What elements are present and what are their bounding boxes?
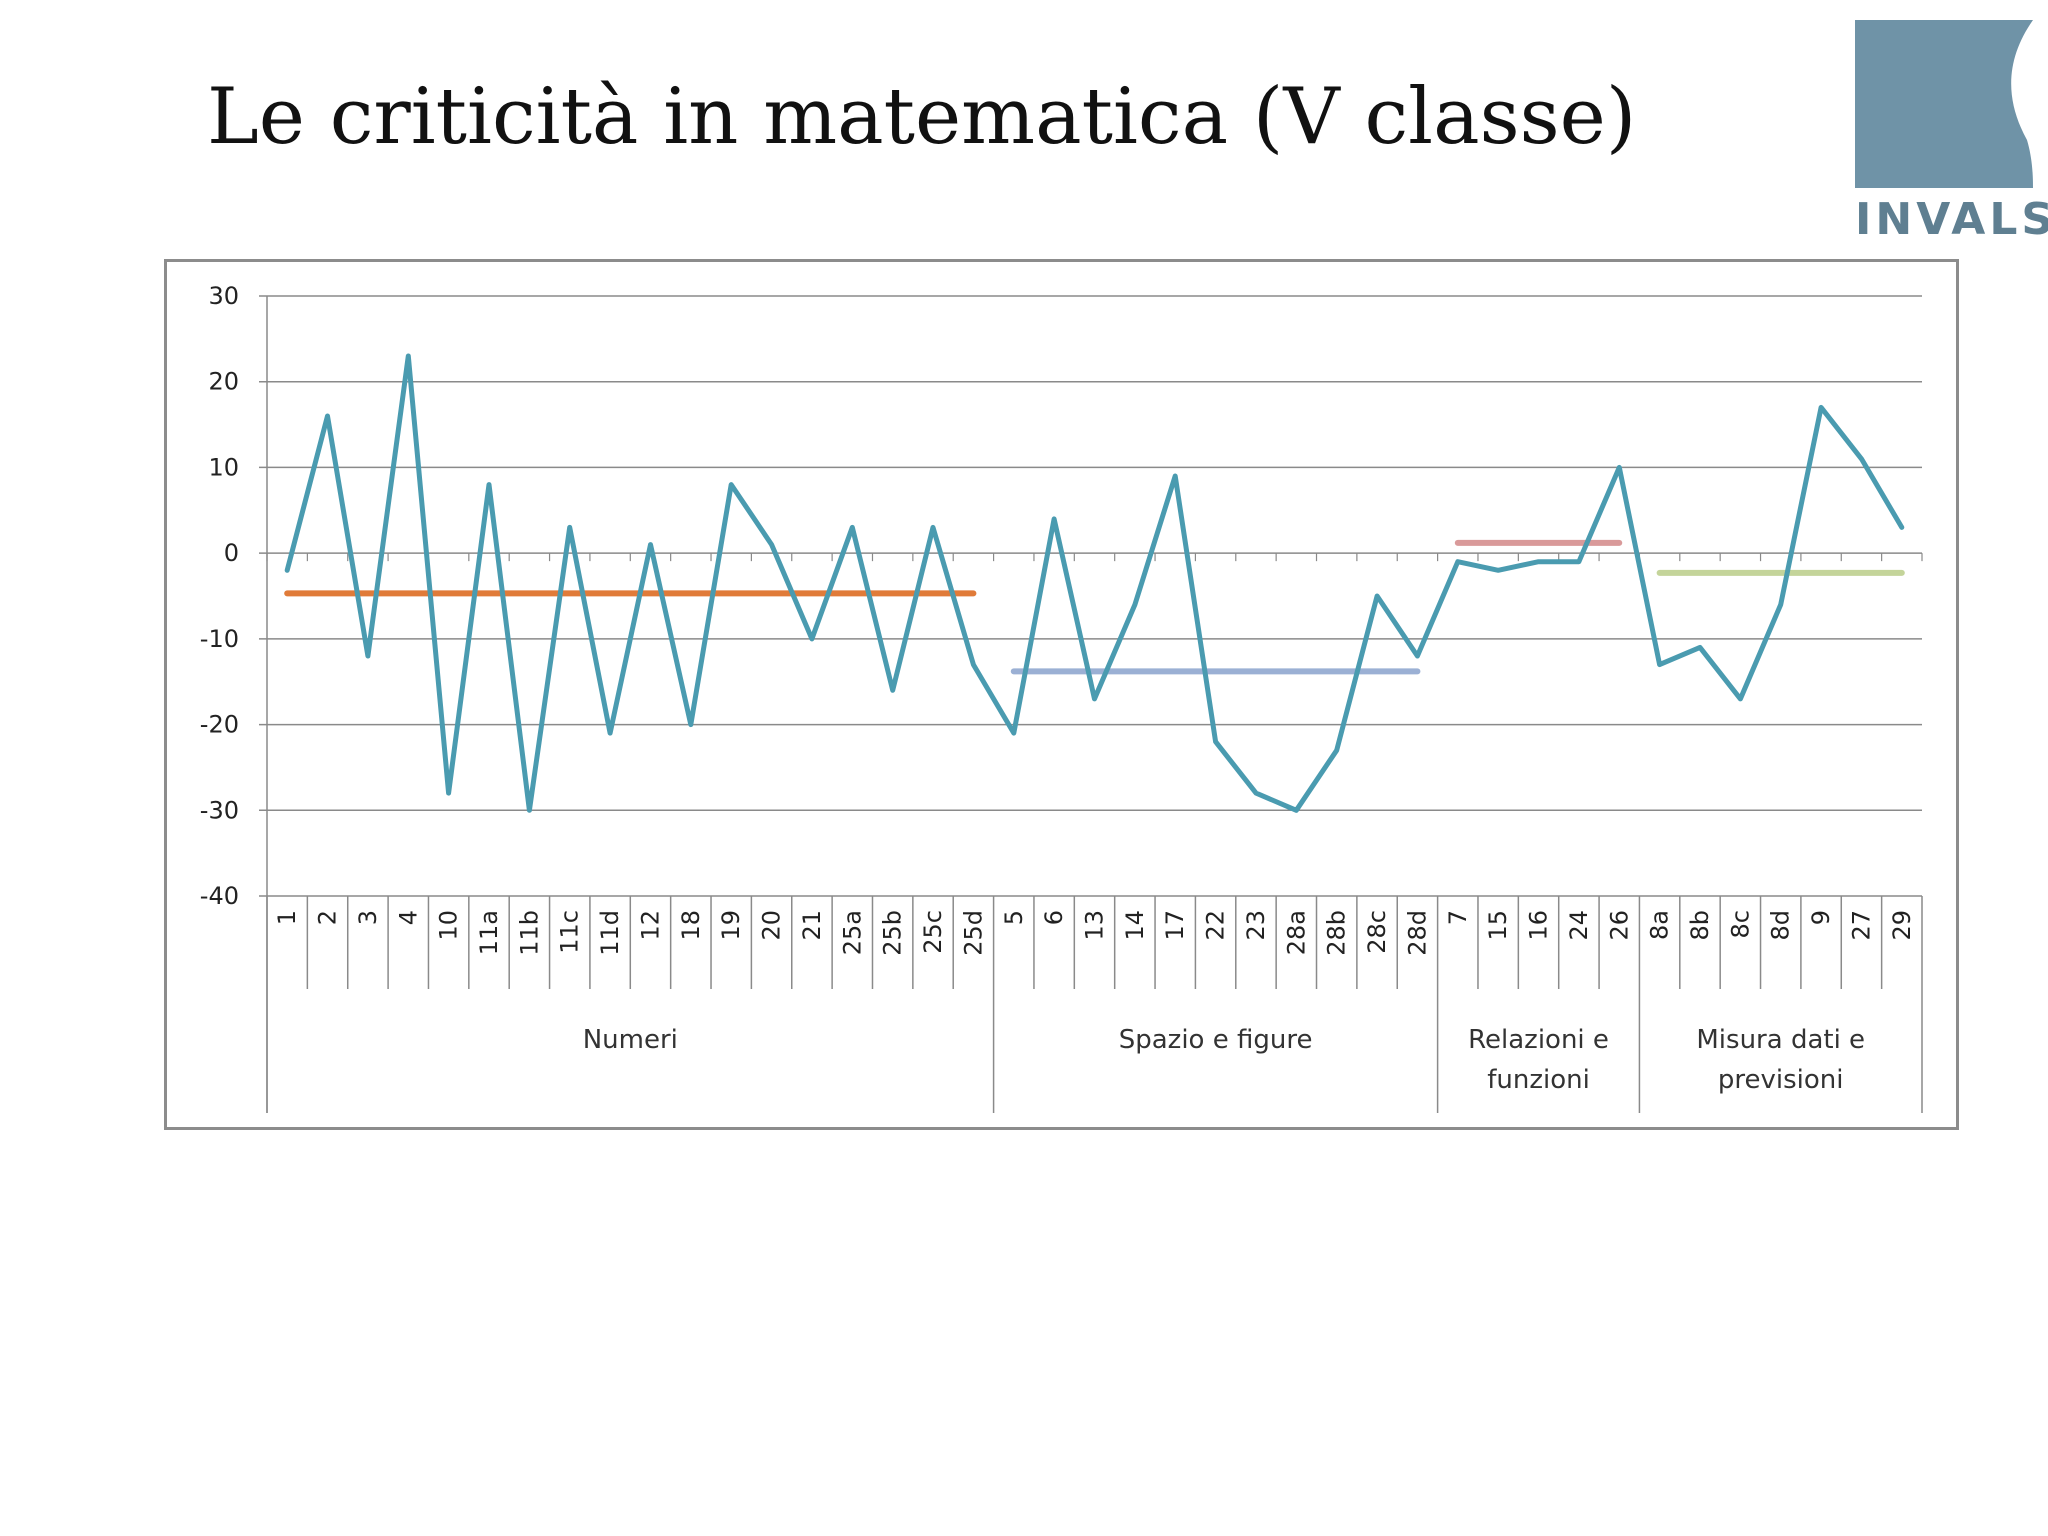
x-tick-label: 11c xyxy=(556,910,584,954)
group-mean-lines xyxy=(284,539,1905,675)
x-tick-label: 8b xyxy=(1686,910,1714,941)
x-tick-label: 28b xyxy=(1323,910,1351,956)
x-tick-label: 6 xyxy=(1040,910,1068,925)
y-tick-label: -10 xyxy=(200,625,239,653)
x-tick-label: 25c xyxy=(919,910,947,954)
x-tick-label: 23 xyxy=(1242,910,1270,941)
group-label: Misura dati e xyxy=(1696,1025,1865,1055)
y-tick-label: 30 xyxy=(208,282,239,310)
y-tick-label: -20 xyxy=(200,711,239,739)
x-tick-label: 3 xyxy=(354,910,382,925)
x-tick-label: 28a xyxy=(1282,910,1310,955)
x-tick-label: 11b xyxy=(515,910,543,956)
y-tick-label: 0 xyxy=(224,539,239,567)
logo-shape-icon xyxy=(1855,20,2033,188)
x-tick-label: 25d xyxy=(959,910,987,956)
grid-lines xyxy=(259,295,1922,897)
category-groups: Numeri Spazio e figure Relazioni e funzioni… xyxy=(583,1025,1865,1095)
chart-frame: 30 20 10 0 -10 -20 -30 -40 1 2 3 4 10 11a 11b 11c 11d 12… xyxy=(164,259,1959,1130)
x-tick-label: 12 xyxy=(636,910,664,941)
x-tick-label: 1 xyxy=(273,910,301,925)
x-tick-label: 11a xyxy=(475,910,503,955)
x-tick-label: 25a xyxy=(838,910,866,955)
x-tick-label: 22 xyxy=(1202,910,1230,941)
y-tick-label: 20 xyxy=(208,368,239,396)
logo-text: INVALSI xyxy=(1855,194,2048,245)
slide-title: Le criticità in matematica (V classe) xyxy=(207,72,1637,162)
x-tick-label: 21 xyxy=(798,910,826,941)
x-tick-label: 18 xyxy=(677,910,705,941)
x-tick-label: 11d xyxy=(596,910,624,956)
x-tick-label: 8a xyxy=(1646,910,1674,940)
group-label: Spazio e figure xyxy=(1119,1025,1313,1055)
x-tick-label: 19 xyxy=(717,910,745,941)
x-tick-label: 17 xyxy=(1161,910,1189,941)
x-tick-label: 15 xyxy=(1484,910,1512,941)
x-tick-label: 2 xyxy=(314,910,342,925)
series-line xyxy=(284,353,1905,813)
x-tick-label: 20 xyxy=(758,910,786,941)
x-tick-label: 29 xyxy=(1888,910,1916,941)
x-tick-label: 24 xyxy=(1565,910,1593,941)
axes xyxy=(266,296,1923,1113)
y-tick-label: 10 xyxy=(208,453,239,481)
group-label: previsioni xyxy=(1718,1065,1844,1095)
x-tick-label: 8c xyxy=(1726,910,1754,938)
x-tick-label: 13 xyxy=(1081,910,1109,941)
x-tick-label: 25b xyxy=(879,910,907,956)
x-tick-labels: 1 2 3 4 10 11a 11b 11c 11d 12 18 19 20 21 25a 25b 25c 25d… xyxy=(273,910,1916,956)
group-label: Relazioni e xyxy=(1468,1025,1609,1055)
series-lines xyxy=(284,353,1905,813)
x-tick-label: 14 xyxy=(1121,910,1149,941)
y-tick-label: -30 xyxy=(200,796,239,824)
group-label: funzioni xyxy=(1487,1065,1590,1095)
y-tick-labels: 30 20 10 0 -10 -20 -30 -40 xyxy=(200,282,239,910)
y-tick-label: -40 xyxy=(200,882,239,910)
x-tick-label: 28c xyxy=(1363,910,1391,954)
group-label: Numeri xyxy=(583,1025,678,1055)
invalsi-logo xyxy=(1855,20,2033,188)
x-tick-label: 27 xyxy=(1847,910,1875,941)
x-tick-label: 4 xyxy=(394,910,422,925)
x-tick-label: 8d xyxy=(1767,910,1795,941)
x-tick-label: 7 xyxy=(1444,910,1472,925)
x-tick-label: 28d xyxy=(1403,910,1431,956)
x-tick-label: 5 xyxy=(1000,910,1028,925)
x-tick-label: 16 xyxy=(1525,910,1553,941)
x-tick-label: 26 xyxy=(1605,910,1633,941)
x-tick-label: 9 xyxy=(1807,910,1835,925)
x-tick-label: 10 xyxy=(435,910,463,941)
